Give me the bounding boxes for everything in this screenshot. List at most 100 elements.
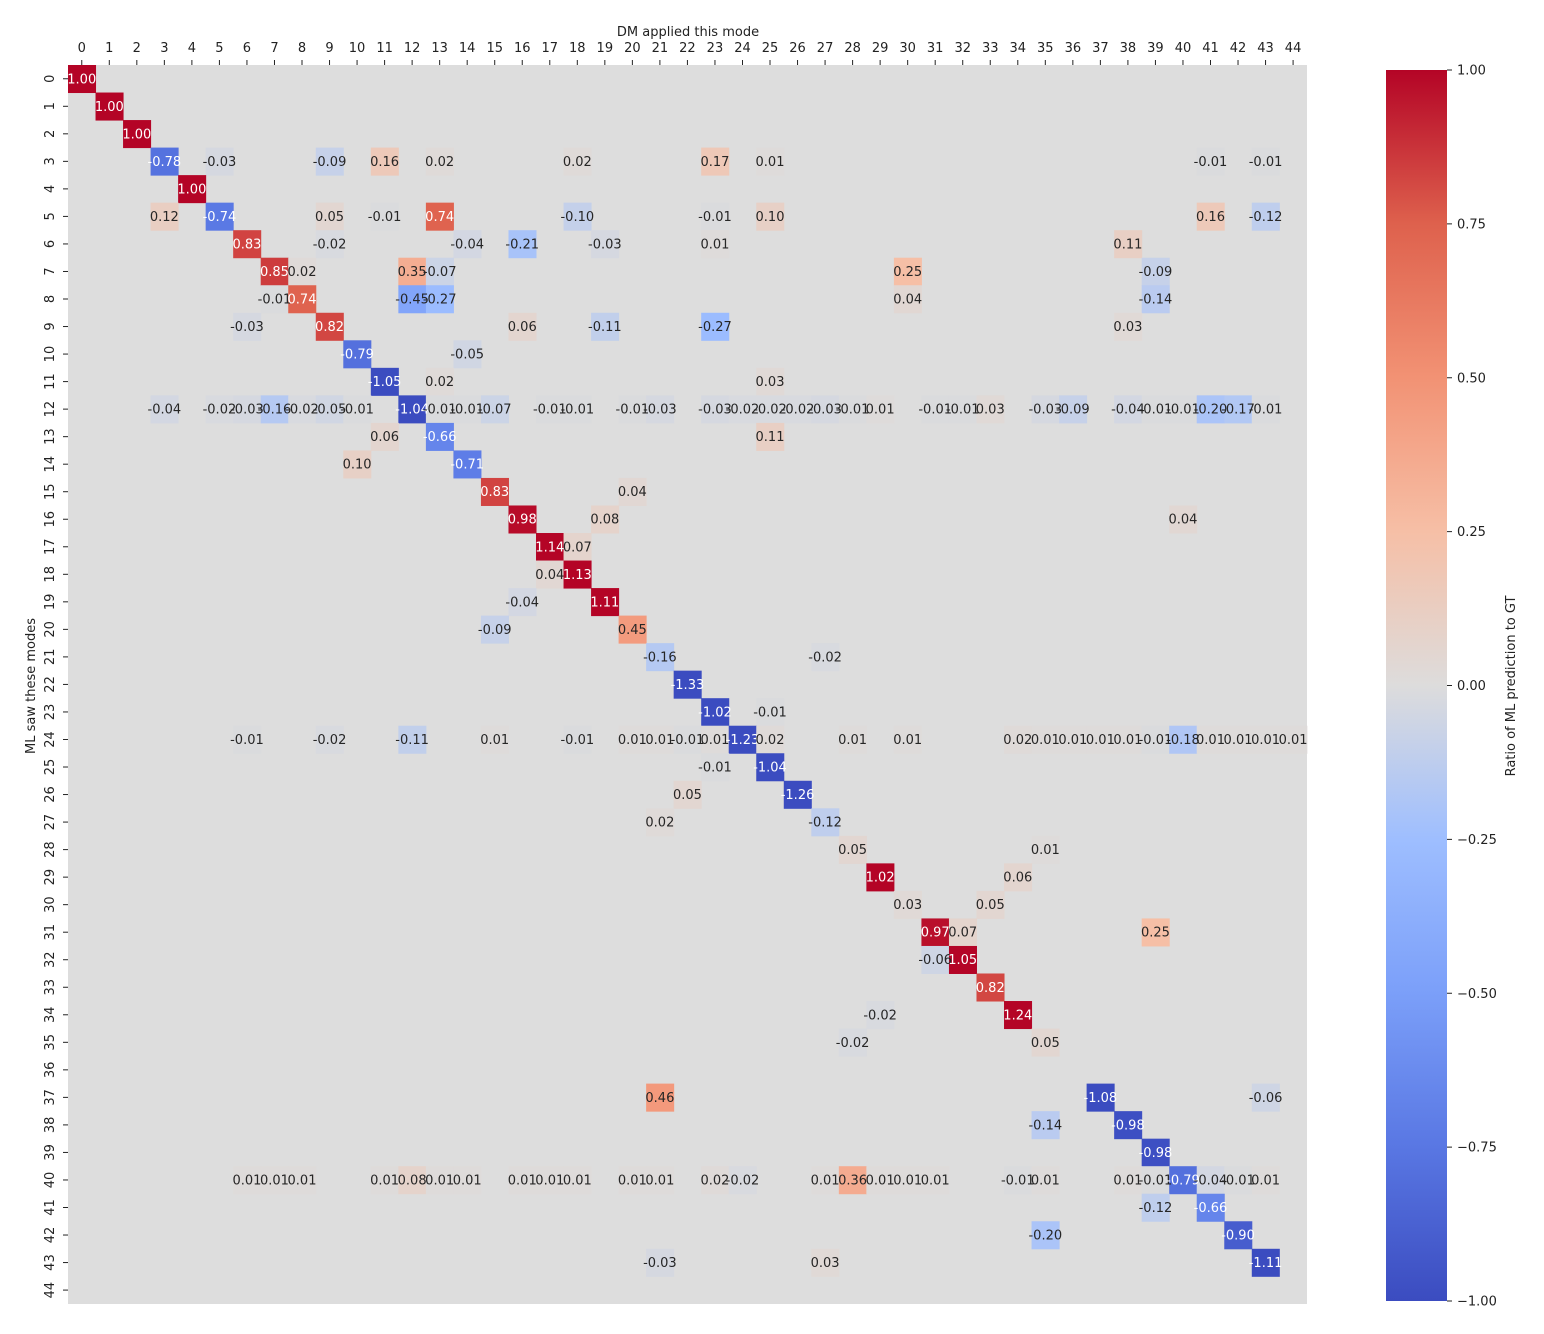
heatmap-cell-label: -0.07 bbox=[478, 403, 512, 418]
heatmap-cell-label: -1.02 bbox=[698, 705, 732, 720]
heatmap-cell-label: 0.06 bbox=[370, 430, 399, 445]
heatmap-cell-label: -0.45 bbox=[395, 293, 429, 308]
x-tick-label: 28 bbox=[844, 41, 861, 56]
heatmap-cell bbox=[1086, 1083, 1115, 1112]
heatmap-cell-label: -0.01 bbox=[1001, 1173, 1035, 1188]
heatmap-cell-label: -0.06 bbox=[1249, 1091, 1283, 1106]
heatmap-cell bbox=[1251, 725, 1280, 754]
heatmap-cell bbox=[453, 230, 482, 259]
heatmap-cell bbox=[1086, 725, 1115, 754]
heatmap-cell-label: -0.02 bbox=[313, 733, 347, 748]
heatmap-cell-label: -0.02 bbox=[313, 237, 347, 252]
colorbar-tick-label: 0.25 bbox=[1457, 525, 1486, 540]
heatmap-cell bbox=[563, 725, 592, 754]
heatmap-cell-label: -0.71 bbox=[450, 458, 484, 473]
heatmap-cell-label: 0.01 bbox=[425, 1173, 454, 1188]
heatmap-cell-label: -0.01 bbox=[560, 733, 594, 748]
heatmap-cell bbox=[783, 395, 812, 424]
heatmap-cell-label: 1.24 bbox=[1003, 1008, 1032, 1023]
heatmap-cell-label: 0.01 bbox=[1224, 733, 1253, 748]
heatmap-cell-label: 1.00 bbox=[95, 100, 124, 115]
heatmap-cell bbox=[563, 533, 592, 562]
x-tick-label: 41 bbox=[1202, 41, 1219, 56]
heatmap-cell-label: -0.02 bbox=[781, 403, 815, 418]
y-tick-label: 25 bbox=[43, 759, 58, 776]
heatmap-cell-label: -0.20 bbox=[1028, 1229, 1062, 1244]
heatmap-cell bbox=[425, 395, 454, 424]
heatmap-cell bbox=[370, 202, 399, 231]
x-axis-title: DM applied this mode bbox=[617, 25, 759, 40]
heatmap-cell bbox=[233, 725, 262, 754]
heatmap-cell bbox=[508, 505, 537, 534]
heatmap-cell-label: -0.02 bbox=[863, 1008, 897, 1023]
heatmap-cell bbox=[618, 615, 647, 644]
heatmap-cell bbox=[1169, 395, 1198, 424]
heatmap-cell bbox=[728, 395, 757, 424]
heatmap-cell-label: -1.33 bbox=[671, 678, 705, 693]
heatmap-cell-label: 0.11 bbox=[756, 430, 785, 445]
heatmap-cell-label: -0.01 bbox=[258, 293, 292, 308]
heatmap-cell-label: -0.03 bbox=[1028, 403, 1062, 418]
heatmap-cell-label: -0.01 bbox=[698, 761, 732, 776]
heatmap-cell-label: -0.09 bbox=[313, 155, 347, 170]
x-tick-label: 17 bbox=[542, 41, 559, 56]
heatmap-cell bbox=[233, 1166, 262, 1195]
colorbar-tick-label: 0.75 bbox=[1457, 217, 1486, 232]
x-tick-label: 35 bbox=[1037, 41, 1054, 56]
heatmap-cell-label: 0.01 bbox=[260, 1173, 289, 1188]
x-tick-label: 24 bbox=[734, 41, 751, 56]
y-tick-label: 20 bbox=[43, 621, 58, 638]
heatmap-cell-label: -0.01 bbox=[368, 210, 402, 225]
heatmap-cell bbox=[1169, 1166, 1198, 1195]
heatmap-cell bbox=[1141, 725, 1170, 754]
colorbar-label: Ratio of ML prediction to GT bbox=[1504, 596, 1519, 777]
heatmap-cell bbox=[370, 367, 399, 396]
heatmap-cell bbox=[315, 312, 344, 341]
heatmap-cell-labels: 1.001.001.00-0.78 -0.03 -0.09 0.16 0.02 0.02 0… bbox=[67, 72, 1307, 1271]
heatmap-cell bbox=[288, 285, 317, 314]
heatmap-cell bbox=[1114, 230, 1143, 259]
heatmap-cell-label: 0.03 bbox=[976, 403, 1005, 418]
x-tick-label: 12 bbox=[404, 41, 421, 56]
heatmap-cell-label: -0.18 bbox=[1166, 733, 1200, 748]
heatmap-cell bbox=[838, 725, 867, 754]
heatmap-cell bbox=[563, 147, 592, 176]
heatmap-cell bbox=[233, 395, 262, 424]
heatmap-cell bbox=[1059, 725, 1088, 754]
heatmap-cell-label: -0.01 bbox=[423, 403, 457, 418]
y-tick-label: 44 bbox=[43, 1282, 58, 1299]
heatmap-cell-label: -0.01 bbox=[1139, 733, 1173, 748]
heatmap-cell-label: 0.36 bbox=[838, 1173, 867, 1188]
heatmap-cell bbox=[480, 477, 509, 506]
heatmap-cell-label: -0.27 bbox=[698, 320, 732, 335]
heatmap-cell-label: 0.01 bbox=[535, 1173, 564, 1188]
heatmap-cell bbox=[1196, 1193, 1225, 1222]
heatmap-cell-label: -0.01 bbox=[1166, 403, 1200, 418]
heatmap-cell bbox=[1031, 835, 1060, 864]
heatmap-cell bbox=[701, 725, 730, 754]
heatmap-cell bbox=[315, 147, 344, 176]
heatmap-cell bbox=[1251, 395, 1280, 424]
heatmap-cell bbox=[1196, 725, 1225, 754]
heatmap-cell-label: -0.98 bbox=[1111, 1118, 1145, 1133]
heatmap-cell bbox=[536, 560, 565, 589]
heatmap-cell-label: -0.03 bbox=[203, 155, 237, 170]
heatmap-cell-label: -0.01 bbox=[340, 403, 374, 418]
x-tick-label: 36 bbox=[1065, 41, 1082, 56]
heatmap-cell-label: -0.02 bbox=[726, 403, 760, 418]
heatmap-cell-label: 0.05 bbox=[315, 210, 344, 225]
heatmap-cell-label: -0.01 bbox=[450, 403, 484, 418]
heatmap-cell bbox=[1031, 1221, 1060, 1250]
heatmap-cell-label: 1.11 bbox=[590, 595, 619, 610]
heatmap-cell bbox=[811, 1166, 840, 1195]
heatmap-cell-label: 0.01 bbox=[232, 1173, 261, 1188]
heatmap-cell-label: 0.01 bbox=[893, 1173, 922, 1188]
heatmap-cell bbox=[948, 395, 977, 424]
x-tick-label: 21 bbox=[652, 41, 669, 56]
heatmap-cell bbox=[701, 1166, 730, 1195]
colorbar-tick-label: −0.25 bbox=[1457, 833, 1497, 848]
heatmap-cell bbox=[701, 230, 730, 259]
heatmap-cell-label: -0.01 bbox=[1221, 1173, 1255, 1188]
heatmap-cell-label: 0.85 bbox=[260, 265, 289, 280]
heatmap-cell bbox=[921, 395, 950, 424]
